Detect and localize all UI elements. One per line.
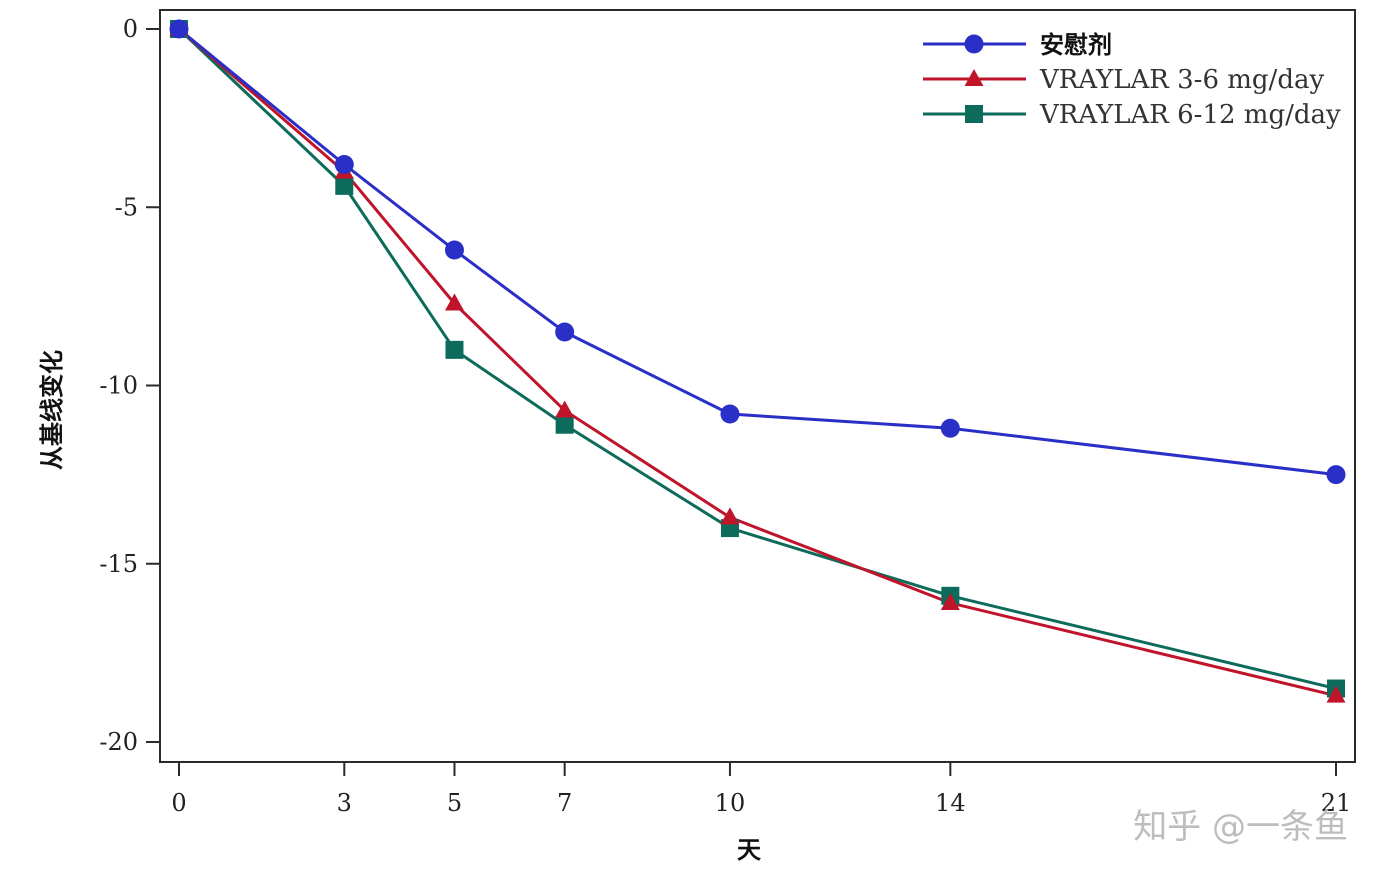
legend-item: 安慰剂: [923, 31, 1112, 59]
legend-item: VRAYLAR 6-12 mg/day: [923, 100, 1341, 130]
circle-marker: [1326, 465, 1346, 485]
circle-marker: [940, 418, 960, 438]
legend-label: VRAYLAR 6-12 mg/day: [1039, 100, 1341, 130]
circle-marker: [720, 404, 740, 424]
square-marker: [445, 340, 464, 359]
x-tick-label: 7: [557, 789, 572, 817]
x-tick-label: 10: [715, 789, 746, 817]
y-tick-label: -20: [99, 728, 138, 756]
circle-marker: [444, 240, 464, 260]
triangle-marker: [720, 507, 740, 525]
circle-marker: [555, 322, 575, 342]
series-markers-circle: [169, 19, 1346, 485]
x-tick-label: 5: [447, 789, 462, 817]
watermark: 知乎 @一条鱼: [1133, 807, 1348, 847]
series-layer: [169, 19, 1346, 703]
y-tick-label: -5: [115, 193, 138, 221]
circle-marker: [169, 19, 189, 39]
y-axis: 0 -5 -10 -15 -20: [99, 15, 160, 756]
square-marker: [555, 415, 574, 434]
square-marker: [335, 176, 354, 195]
legend-label: VRAYLAR 3-6 mg/day: [1039, 65, 1324, 95]
triangle-marker: [1326, 685, 1346, 703]
triangle-marker: [555, 400, 575, 418]
square-icon: [965, 105, 983, 123]
y-tick-label: -15: [99, 550, 138, 578]
y-tick-label: -10: [99, 372, 138, 400]
circle-icon: [964, 34, 984, 54]
x-axis: 0 3 5 7 10 14 21: [171, 762, 1351, 817]
plot-frame: [159, 9, 1356, 763]
legend: 安慰剂 VRAYLAR 3-6 mg/day VRAYLAR 6-12 mg/day: [923, 31, 1341, 130]
x-tick-label: 3: [337, 789, 352, 817]
x-axis-title: 天: [737, 836, 761, 864]
y-tick-label: 0: [123, 15, 138, 43]
legend-label: 安慰剂: [1040, 31, 1112, 59]
legend-item: VRAYLAR 3-6 mg/day: [923, 65, 1324, 95]
triangle-marker: [940, 592, 960, 610]
x-tick-label: 0: [171, 789, 186, 817]
triangle-icon: [964, 69, 984, 86]
circle-marker: [334, 154, 354, 174]
triangle-marker: [444, 293, 464, 311]
x-tick-label: 14: [935, 789, 966, 817]
y-axis-title: 从基线变化: [38, 350, 66, 470]
x-tick-label: 21: [1321, 789, 1352, 817]
